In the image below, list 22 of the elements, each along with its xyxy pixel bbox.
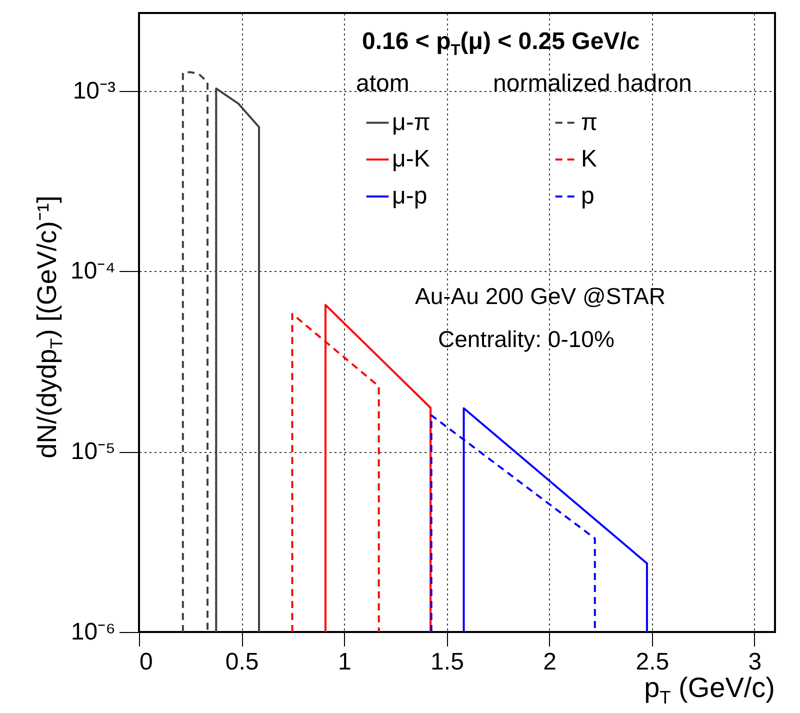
x-tick-label: 0 <box>140 648 153 676</box>
annotation: normalized hadron <box>493 70 692 97</box>
legend-label: p <box>581 182 594 210</box>
x-tick-label: 1 <box>338 648 352 676</box>
line-series <box>182 71 209 632</box>
legend-label: μ-π <box>392 108 430 136</box>
text: 0.16 < p$_{T}$(μ) < 0.25 GeV/c <box>362 28 640 59</box>
legend-label: K <box>581 146 598 172</box>
annotation: atom <box>356 70 410 97</box>
legend-label: μ-K <box>392 146 430 172</box>
x-tick-label: 1.5 <box>430 648 464 676</box>
annotation: Au-Au 200 GeV @STAR <box>415 283 666 309</box>
legend-label: μ-p <box>392 182 428 210</box>
y-tick-label: 10⁻⁵ <box>70 438 116 466</box>
x-tick-label: 2 <box>543 648 556 676</box>
y-tick-label: 10⁻³ <box>72 77 116 104</box>
legend-label: π <box>581 108 598 136</box>
x-tick-label: 0.5 <box>225 648 259 676</box>
annotation: Centrality: 0-10% <box>438 326 614 352</box>
y-tick-label: 10⁻⁶ <box>70 618 116 646</box>
y-tick-label: 10⁻⁴ <box>70 258 116 285</box>
line-series <box>215 88 260 632</box>
